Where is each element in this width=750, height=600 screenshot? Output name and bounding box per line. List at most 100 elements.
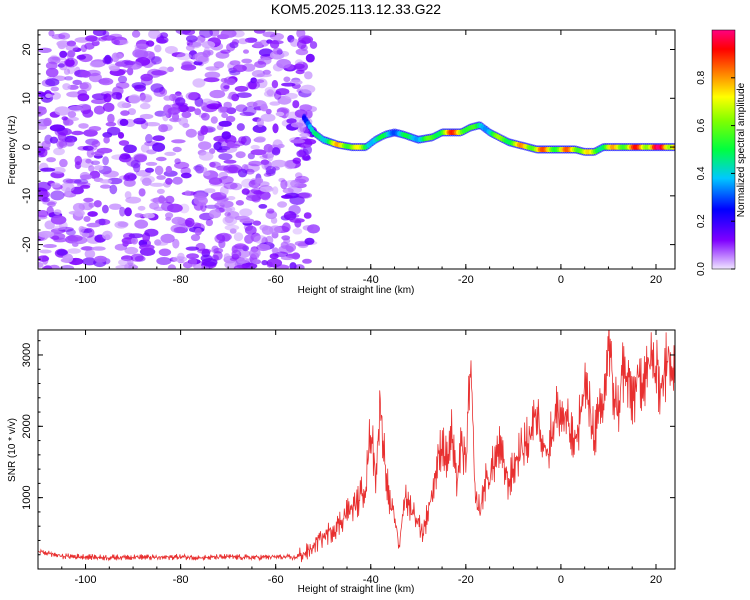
noise-blob [38, 255, 50, 262]
noise-blob [58, 140, 68, 149]
spectrogram-x-axis-label: Height of straight line (km) [298, 285, 415, 296]
noise-blob [82, 145, 94, 151]
noise-blob [271, 159, 287, 168]
noise-blob [100, 184, 111, 189]
noise-blob [42, 197, 50, 203]
noise-blob [235, 151, 246, 159]
noise-blob [304, 105, 317, 113]
noise-blob [99, 179, 113, 184]
noise-blob [224, 215, 234, 224]
noise-blob [292, 157, 301, 164]
noise-blob [109, 33, 122, 39]
colorbar-tick-label: 0.8 [696, 70, 707, 84]
noise-blob [225, 115, 236, 123]
y-tick-label: 20 [21, 43, 33, 55]
noise-blob [174, 158, 181, 165]
noise-blob [51, 235, 60, 240]
noise-blob [78, 225, 85, 233]
noise-blob [124, 60, 136, 66]
noise-blob [276, 58, 292, 69]
noise-blob [40, 167, 56, 172]
x-tick-label: -80 [173, 274, 189, 286]
noise-blob [80, 70, 91, 78]
noise-blob [180, 64, 197, 71]
noise-blob [94, 165, 104, 171]
noise-blob [56, 249, 68, 256]
x-tick-label: 20 [650, 274, 662, 286]
noise-blob [67, 234, 83, 242]
noise-blob [243, 49, 249, 54]
noise-blob [139, 244, 155, 251]
spectrogram-y-axis-label: Frequency (Hz) [7, 116, 18, 185]
noise-blob [162, 112, 169, 122]
noise-blob [296, 150, 307, 158]
noise-blob [45, 93, 52, 99]
noise-blob [87, 211, 98, 217]
noise-blob [217, 106, 227, 114]
noise-blob [201, 112, 210, 121]
x-tick-label: 20 [650, 574, 662, 586]
noise-blob [246, 101, 258, 108]
x-tick-label: -40 [363, 274, 379, 286]
colorbar: 0.0 0.2 0.4 0.6 0.8 Normalized spectral ampl… [696, 29, 747, 276]
noise-blob [272, 47, 283, 55]
noise-blob [152, 142, 166, 152]
noise-blob [249, 248, 261, 258]
noise-blob [231, 39, 240, 45]
x-tick-label: -100 [75, 574, 97, 586]
noise-blob [46, 206, 54, 216]
noise-blob [156, 188, 165, 194]
noise-blob [185, 44, 195, 52]
noise-blob [120, 110, 130, 116]
colorbar-label: Normalized spectral amplitude [736, 82, 747, 217]
noise-blob [80, 184, 91, 189]
noise-blob [118, 258, 132, 266]
noise-blob [270, 32, 284, 41]
noise-blob [144, 228, 159, 237]
noise-blob [271, 80, 279, 89]
noise-blob [186, 35, 198, 43]
noise-blob [229, 228, 237, 234]
noise-blob [123, 178, 136, 187]
noise-blob [71, 130, 84, 136]
y-tick-label: -20 [21, 237, 33, 253]
noise-blob [302, 258, 312, 264]
noise-blob [180, 172, 192, 179]
noise-blob [289, 218, 305, 223]
noise-blob [282, 187, 294, 194]
noise-blob [220, 78, 228, 83]
noise-blob [210, 116, 218, 124]
noise-blob [91, 93, 108, 100]
x-tick-label: -20 [458, 574, 474, 586]
noise-blob [46, 157, 56, 163]
noise-blob [81, 232, 90, 238]
noise-blob [256, 73, 272, 78]
noise-blob [194, 108, 202, 116]
noise-blob [226, 141, 236, 148]
colorbar-ticks: 0.0 0.2 0.4 0.6 0.8 [696, 70, 735, 276]
noise-blob [219, 176, 234, 184]
y-tick-label: -10 [21, 188, 33, 204]
noise-blob [141, 177, 152, 186]
noise-blob [123, 174, 130, 181]
noise-blob [81, 246, 93, 251]
noise-blob [236, 257, 250, 264]
noise-blob [236, 92, 252, 98]
noise-blob [171, 52, 186, 58]
noise-blob [277, 143, 285, 149]
snr-x-axis-label: Height of straight line (km) [298, 584, 415, 595]
noise-blob [102, 156, 109, 166]
noise-blob [146, 149, 157, 155]
noise-blob [52, 225, 66, 231]
noise-blob [135, 39, 150, 50]
noise-blob [302, 225, 314, 231]
noise-blob [109, 203, 122, 210]
noise-blob [194, 166, 208, 173]
noise-blob [253, 41, 263, 48]
noise-blob [233, 232, 244, 242]
noise-blob [241, 58, 253, 64]
noise-blob [38, 106, 47, 116]
noise-blob [45, 67, 59, 78]
